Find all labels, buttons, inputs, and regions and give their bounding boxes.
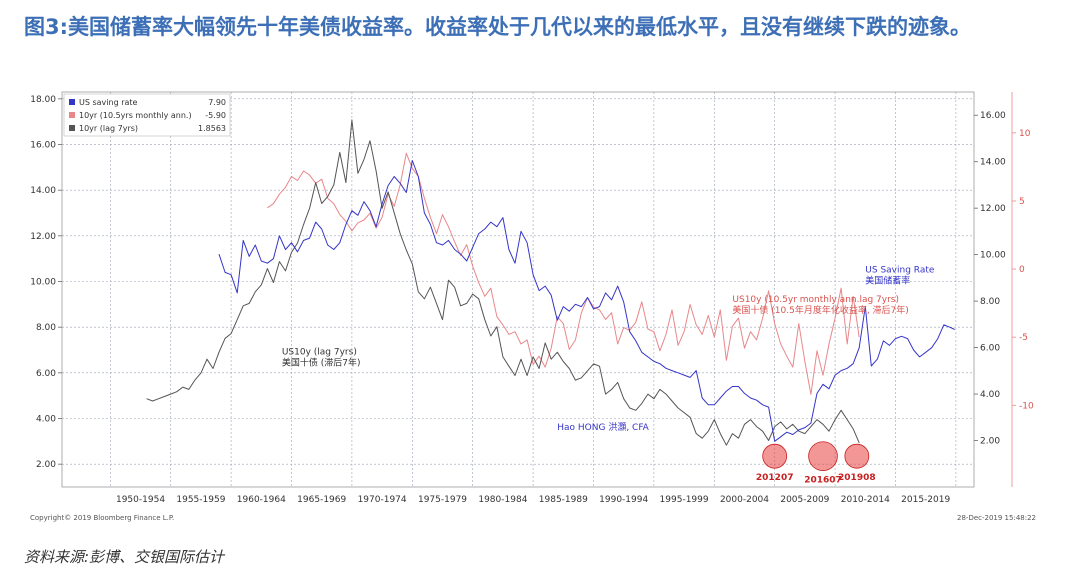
annotation-text: US Saving Rate [865, 265, 935, 275]
annotation-text: Hao HONG 洪灝, CFA [557, 421, 649, 433]
left-tick-label: 6.00 [36, 369, 56, 379]
left-tick-label: 12.00 [30, 232, 56, 242]
legend-label-bond: 10yr (10.5yrs monthly ann.) [79, 111, 192, 120]
source-note: 资料来源:彭博、交银国际估计 [24, 548, 225, 566]
highlight-circle [808, 441, 838, 471]
right-axis-outer: 10 5 0 -5 -10 [1011, 92, 1034, 487]
annotation-subtext: 美国十债 (滞后7年) [282, 357, 361, 369]
right-inner-tick-label: 10.00 [980, 251, 1006, 261]
right-outer-tick-label: -10 [1019, 401, 1034, 411]
x-tick-label: 2010-2014 [841, 495, 890, 505]
highlight-label: 201908 [838, 473, 876, 483]
x-tick-label: 1965-1969 [297, 495, 346, 505]
right-inner-tick-label: 8.00 [980, 297, 1000, 307]
right-inner-tick-label: 2.00 [980, 437, 1000, 447]
left-tick-label: 10.00 [30, 278, 56, 288]
right-axis-inner: 2.00 4.00 6.00 8.00 10.00 12.00 14.00 16.00 [974, 111, 1006, 447]
legend-value-saving: 7.90 [208, 98, 226, 107]
x-tick-label: 1960-1964 [237, 495, 286, 505]
x-tick-label: 2005-2009 [780, 495, 829, 505]
right-inner-tick-label: 14.00 [980, 158, 1006, 168]
x-tick-label: 2000-2004 [720, 495, 769, 505]
left-tick-label: 4.00 [36, 415, 56, 425]
series-line-10yr-10-5yrs-monthly-ann- [267, 152, 860, 395]
x-axis: 1950-1954 1955-1959 1960-1964 1965-1969 1970… [116, 495, 950, 505]
left-axis: 2.00 4.00 6.00 8.00 10.00 12.00 14.00 16.00 18.0… [30, 95, 62, 470]
legend-swatch-lag [69, 125, 75, 131]
x-tick-label: 1995-1999 [660, 495, 709, 505]
left-tick-label: 8.00 [36, 323, 56, 333]
timestamp-text: 28-Dec-2019 15:48:22 [957, 514, 1036, 522]
right-outer-tick-label: -5 [1019, 333, 1028, 343]
left-tick-label: 16.00 [30, 141, 56, 151]
legend-value-bond: -5.90 [205, 111, 226, 120]
left-tick-label: 18.00 [30, 95, 56, 105]
legend-label-saving: US saving rate [79, 98, 138, 107]
annotation-text: US10y (lag 7yrs) [282, 348, 357, 358]
series-layer [146, 119, 955, 446]
plot-frame [61, 91, 975, 488]
legend-value-lag: 1.8563 [198, 124, 226, 133]
legend-label-lag: 10yr (lag 7yrs) [79, 124, 138, 133]
legend: US saving rate 7.90 10yr (10.5yrs monthl… [63, 93, 231, 137]
legend-swatch-bond [69, 112, 75, 118]
series-line-10yr-lag-7yrs- [146, 119, 860, 446]
x-tick-label: 1950-1954 [116, 495, 165, 505]
annotation-subtext: 美国储蓄率 [865, 274, 910, 286]
page-title: 图3:美国储蓄率大幅领先十年美债收益率。收益率处于几代以来的最低水平，且没有继续… [24, 15, 972, 39]
x-tick-label: 2015-2019 [901, 495, 950, 505]
right-outer-tick-label: 10 [1019, 129, 1031, 139]
highlight-label: 201207 [756, 473, 794, 483]
x-tick-label: 1985-1989 [539, 495, 588, 505]
right-outer-tick-label: 0 [1019, 265, 1025, 275]
right-outer-tick-label: 5 [1019, 197, 1025, 207]
right-inner-tick-label: 6.00 [980, 344, 1000, 354]
right-inner-tick-label: 16.00 [980, 111, 1006, 121]
right-inner-tick-label: 12.00 [980, 204, 1006, 214]
x-tick-label: 1980-1984 [478, 495, 527, 505]
x-tick-label: 1990-1994 [599, 495, 648, 505]
copyright-text: Copyright© 2019 Bloomberg Finance L.P. [30, 514, 174, 522]
annotation-text: US10y (10.5yr monthly ann.lag 7yrs) [732, 295, 899, 305]
right-inner-tick-label: 4.00 [980, 390, 1000, 400]
highlight-circle [762, 443, 788, 469]
x-tick-label: 1975-1979 [418, 495, 467, 505]
x-tick-label: 1955-1959 [176, 495, 225, 505]
left-tick-label: 14.00 [30, 186, 56, 196]
annotation-subtext: 美国十债 (10.5年月度年化收益率, 滞后7年) [732, 304, 908, 316]
chart-area: 2.00 4.00 6.00 8.00 10.00 12.00 14.00 16.00 18.0… [0, 88, 1068, 528]
highlight-label: 201607 [804, 476, 842, 486]
x-tick-label: 1970-1974 [358, 495, 407, 505]
legend-swatch-saving [69, 99, 75, 105]
highlight-circle [844, 443, 870, 469]
series-line-us-saving-rate [218, 160, 955, 442]
left-tick-label: 2.00 [36, 460, 56, 470]
